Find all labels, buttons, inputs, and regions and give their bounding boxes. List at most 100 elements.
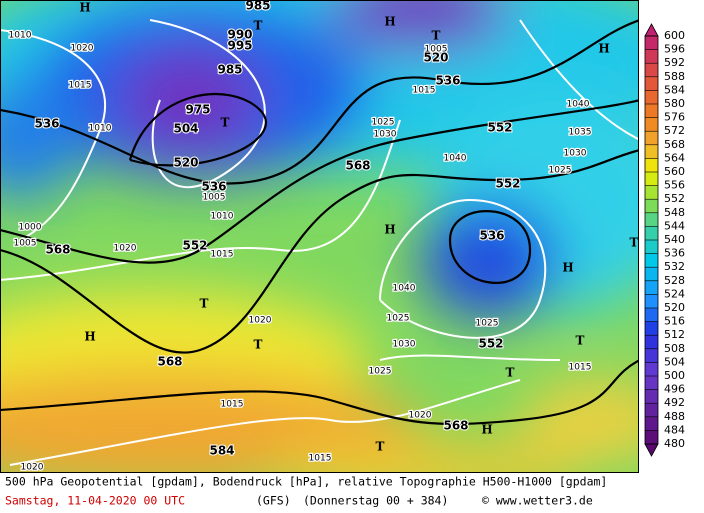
map-label: 1025 [549, 166, 572, 176]
map-label: T [200, 297, 209, 311]
colorbar-label: 596 [664, 43, 685, 56]
colorbar-label: 496 [664, 383, 685, 396]
colorbar-label: 576 [664, 111, 685, 124]
colorbar-band [645, 376, 658, 391]
map-label: 1015 [413, 86, 436, 96]
colorbar-label: 504 [664, 355, 685, 368]
map-label: 1040 [393, 284, 416, 294]
geopotential-lines [1, 19, 638, 426]
colorbar-band [645, 185, 658, 200]
map-label: 1025 [476, 319, 499, 329]
map-label: 1010 [89, 124, 112, 134]
map-label: 1030 [564, 149, 587, 159]
map-label: H [84, 330, 95, 344]
map-label: 552 [182, 239, 207, 253]
colorbar-band [645, 253, 658, 268]
map-label: 975 [185, 103, 210, 117]
map-label: 584 [209, 444, 234, 458]
colorbar-band [645, 212, 658, 227]
colorbar-band [645, 199, 658, 214]
map-label: 995 [227, 39, 252, 53]
map-label: T [376, 440, 385, 454]
map-label: 1020 [249, 316, 272, 326]
colorbar-label: 552 [664, 192, 685, 205]
map-label: 520 [173, 156, 198, 170]
footer-run: (Donnerstag 00 + 384) [303, 494, 448, 508]
colorbar-label: 516 [664, 315, 685, 328]
map-label: 552 [495, 177, 520, 191]
colorbar-band [645, 36, 658, 51]
colorbar-label: 592 [664, 56, 685, 69]
colorbar-label: 508 [664, 342, 685, 355]
map-label: 1025 [387, 314, 410, 324]
colorbar-band [645, 131, 658, 146]
colorbar-label: 544 [664, 219, 685, 232]
map-label: 536 [201, 180, 226, 194]
colorbar-band [645, 362, 658, 377]
colorbar-label: 584 [664, 83, 685, 96]
colorbar-band [645, 294, 658, 309]
map-label: 552 [478, 337, 503, 351]
colorbar-label: 520 [664, 301, 685, 314]
map-label: 985 [217, 63, 242, 77]
map-label: 568 [157, 355, 182, 369]
colorbar-band [645, 158, 658, 173]
map-label: 1025 [372, 118, 395, 128]
colorbar-label: 524 [664, 287, 685, 300]
colorbar-label: 568 [664, 138, 685, 151]
colorbar: 6005965925885845805765725685645605565525… [644, 23, 685, 457]
colorbar-label: 588 [664, 70, 685, 83]
colorbar-label: 484 [664, 423, 685, 436]
colorbar-band [645, 267, 658, 282]
footer-background [0, 474, 640, 513]
map-label: 985 [245, 0, 270, 13]
map-label: 1015 [569, 363, 592, 373]
map-label: 1005 [203, 193, 226, 203]
map-label: H [79, 1, 90, 15]
colorbar-arrow-top [644, 23, 659, 37]
map-frame [0, 0, 639, 473]
footer-copyright: © www.wetter3.de [482, 494, 593, 508]
colorbar-band [645, 117, 658, 132]
map-label: 1015 [221, 400, 244, 410]
map-label: 1020 [21, 463, 44, 473]
colorbar-band [645, 403, 658, 418]
colorbar-label: 564 [664, 151, 685, 164]
colorbar-band [645, 49, 658, 64]
colorbar-band [645, 280, 658, 295]
map-label: 1010 [9, 31, 32, 41]
map-label: T [254, 338, 263, 352]
colorbar-label: 488 [664, 410, 685, 423]
map-label: 1020 [71, 44, 94, 54]
map-label: 568 [45, 243, 70, 257]
colorbar-label: 560 [664, 165, 685, 178]
colorbar-label: 492 [664, 396, 685, 409]
map-label: T [254, 19, 263, 33]
colorbar-band [645, 416, 658, 431]
colorbar-band [645, 321, 658, 336]
map-label: 1030 [374, 130, 397, 140]
map-label: H [562, 261, 573, 275]
map-label: 1025 [369, 367, 392, 377]
footer-date: Samstag, 11-04-2020 00 UTC [5, 494, 185, 508]
map-label: 1005 [425, 45, 448, 55]
footer-title: 500 hPa Geopotential [gpdam], Bodendruck… [5, 475, 607, 489]
colorbar-label: 500 [664, 369, 685, 382]
colorbar-label: 512 [664, 328, 685, 341]
colorbar-band [645, 430, 658, 445]
colorbar-label: 580 [664, 97, 685, 110]
map-label: 568 [345, 159, 370, 173]
map-label: 536 [435, 74, 460, 88]
map-label: 1010 [211, 212, 234, 222]
map-label: T [506, 366, 515, 380]
map-label: 1015 [309, 454, 332, 464]
colorbar-band [645, 240, 658, 255]
map-label: 568 [443, 419, 468, 433]
colorbar-label: 532 [664, 260, 685, 273]
footer-model: (GFS) [256, 494, 291, 508]
colorbar-band [645, 226, 658, 241]
